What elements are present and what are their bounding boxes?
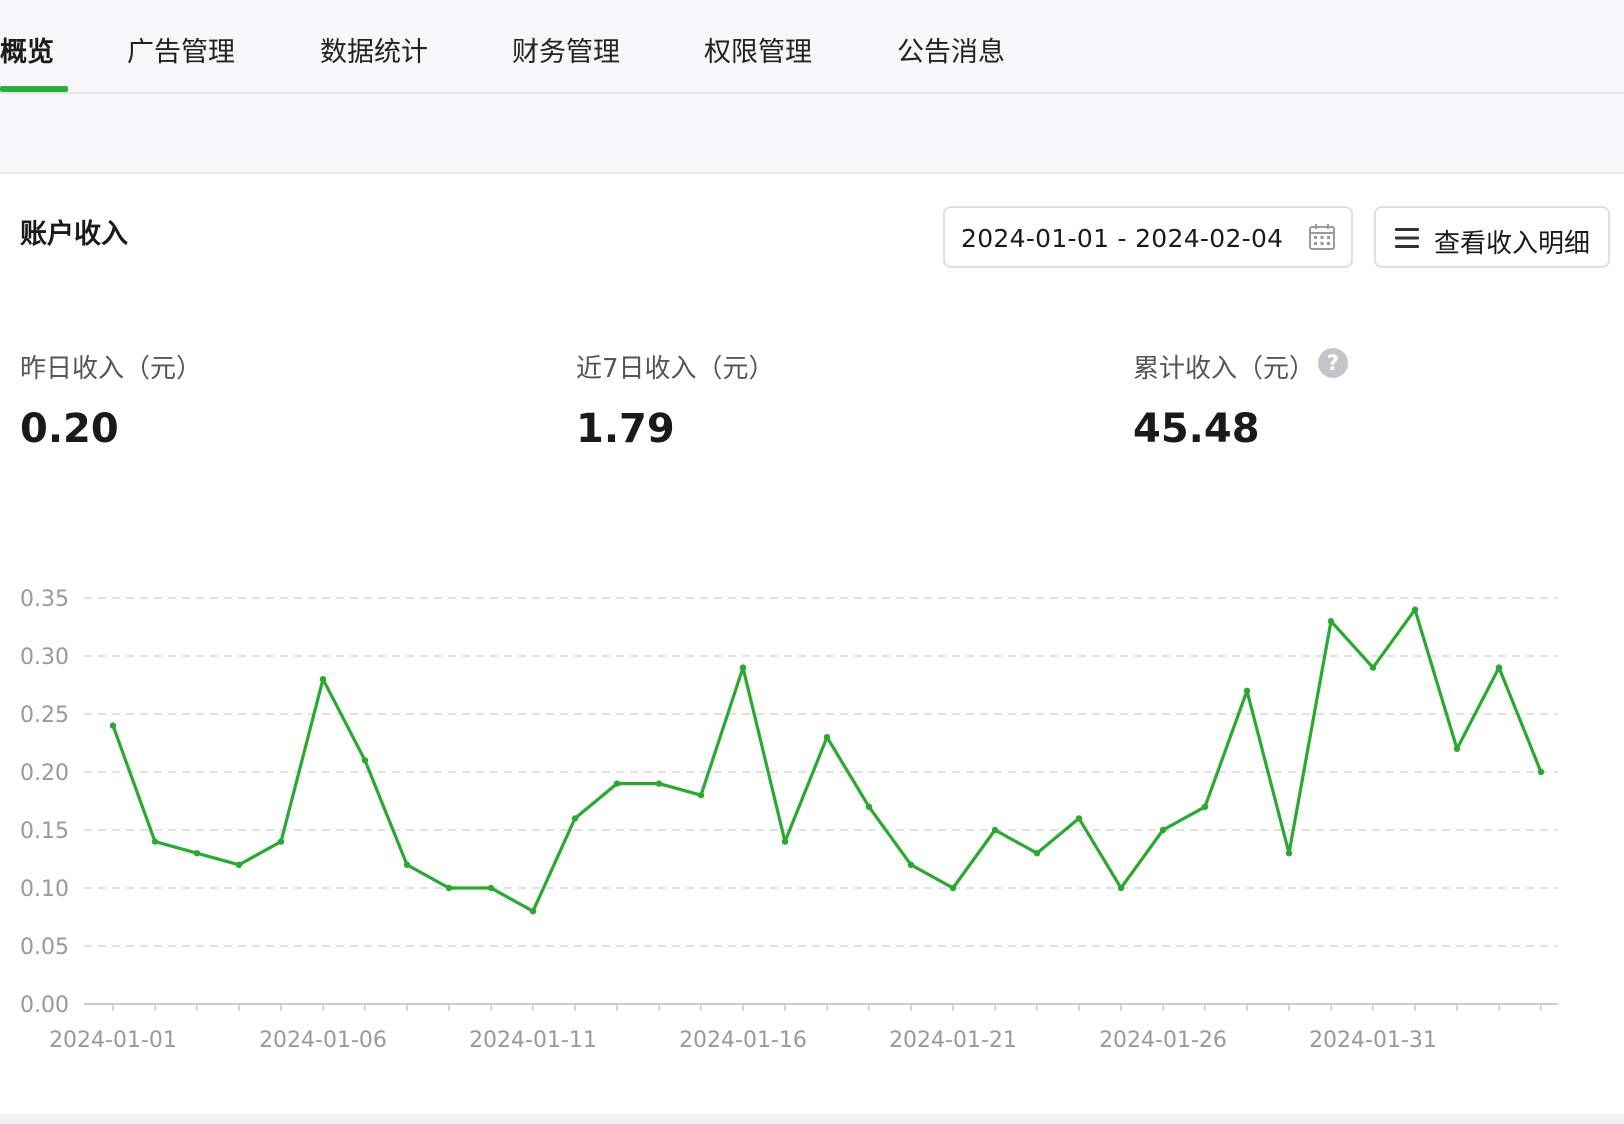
series-line <box>111 607 1543 913</box>
data-point <box>1327 618 1335 625</box>
data-point <box>1453 745 1461 752</box>
data-point <box>109 722 117 729</box>
data-point <box>613 780 621 787</box>
calendar-icon <box>1309 224 1335 250</box>
data-point <box>319 676 327 683</box>
stat-yesterday-label: 昨日收入（元） <box>20 354 203 384</box>
y-tick-label: 0.20 <box>20 761 69 786</box>
data-point <box>487 884 495 892</box>
stat-7day-value: 1.79 <box>576 406 675 452</box>
data-point <box>991 826 999 834</box>
active-tab-indicator <box>0 86 68 92</box>
bottom-divider <box>0 1114 1624 1124</box>
tab-ad-management[interactable]: 广告管理 <box>127 37 235 68</box>
stat-total-label: 累计收入（元） <box>1133 354 1316 384</box>
data-point <box>781 838 789 845</box>
data-point <box>1159 826 1167 834</box>
stat-total-value: 45.48 <box>1133 406 1260 452</box>
data-point <box>1243 687 1251 694</box>
toolbar-spacer <box>0 94 1624 174</box>
y-tick-label: 0.25 <box>20 703 69 728</box>
y-tick-label: 0.10 <box>20 877 69 902</box>
data-point <box>1033 850 1041 857</box>
date-range-picker[interactable]: 2024-01-01 - 2024-02-04 <box>943 206 1353 268</box>
data-point <box>655 780 663 787</box>
data-point <box>1495 664 1503 671</box>
data-point <box>571 815 579 822</box>
x-tick-label: 2024-01-26 <box>1099 1028 1227 1053</box>
tab-announcements[interactable]: 公告消息 <box>897 37 1005 68</box>
data-point <box>445 884 453 892</box>
data-point <box>865 803 873 810</box>
y-tick-label: 0.15 <box>20 819 69 844</box>
x-tick-label: 2024-01-16 <box>679 1028 807 1053</box>
tab-permission-management[interactable]: 权限管理 <box>704 37 812 68</box>
section-title: 账户收入 <box>20 219 128 250</box>
data-point <box>277 838 285 845</box>
tab-data-statistics[interactable]: 数据统计 <box>320 37 428 68</box>
data-point <box>739 664 747 671</box>
data-point <box>193 850 201 857</box>
data-point <box>823 734 831 741</box>
x-tick-label: 2024-01-21 <box>889 1028 1017 1053</box>
x-tick-label: 2024-01-06 <box>259 1028 387 1053</box>
data-point <box>403 861 411 868</box>
y-tick-label: 0.35 <box>20 587 69 612</box>
view-income-detail-button[interactable]: 查看收入明细 <box>1374 206 1610 268</box>
list-icon <box>1395 228 1419 248</box>
data-point <box>1201 803 1209 810</box>
data-point <box>1285 850 1293 857</box>
x-tick-label: 2024-01-11 <box>469 1028 597 1053</box>
x-tick-label: 2024-01-31 <box>1309 1028 1437 1053</box>
y-tick-label: 0.00 <box>20 993 69 1018</box>
tab-overview[interactable]: 概览 <box>0 37 54 68</box>
stat-yesterday-value: 0.20 <box>20 406 119 452</box>
top-navigation: 概览 广告管理 数据统计 财务管理 权限管理 公告消息 <box>0 0 1624 94</box>
data-point <box>697 792 705 799</box>
data-point <box>1117 884 1125 892</box>
income-line-chart: 0.00 0.05 0.10 0.15 0.20 0.25 0.30 0.35 2024-01-… <box>20 587 1558 1053</box>
data-point <box>907 861 915 868</box>
data-point <box>151 838 159 845</box>
view-income-detail-label: 查看收入明细 <box>1434 229 1591 259</box>
data-point <box>1411 606 1419 613</box>
question-circle-icon[interactable]: ? <box>1318 348 1348 378</box>
y-tick-label: 0.05 <box>20 935 69 960</box>
date-range-value: 2024-01-01 - 2024-02-04 <box>961 224 1284 253</box>
data-point <box>1369 664 1377 671</box>
x-tick-label: 2024-01-01 <box>49 1028 177 1053</box>
y-tick-label: 0.30 <box>20 645 69 670</box>
data-point <box>235 861 243 868</box>
data-point <box>529 908 537 915</box>
data-point <box>1075 815 1083 822</box>
data-point <box>1537 768 1545 776</box>
data-point <box>949 884 957 892</box>
stat-7day-label: 近7日收入（元） <box>576 354 775 384</box>
data-point <box>361 757 369 764</box>
tab-finance-management[interactable]: 财务管理 <box>512 37 620 68</box>
